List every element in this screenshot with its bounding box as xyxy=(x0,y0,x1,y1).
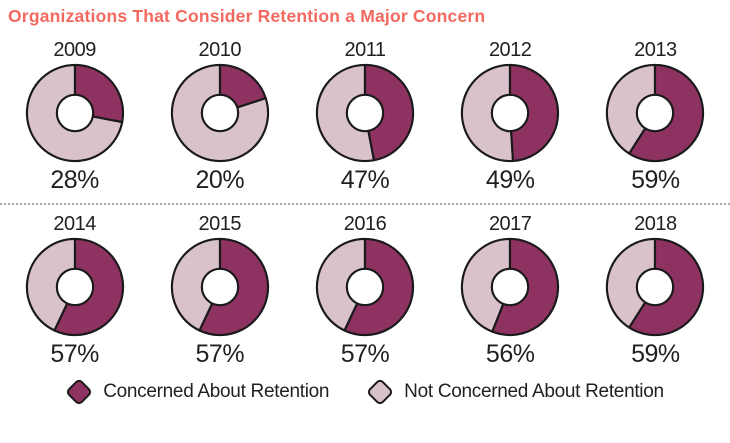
donut-cell-2009: 2009 28% xyxy=(2,38,147,195)
donut-cell-2012: 2012 49% xyxy=(438,38,583,195)
year-label: 2011 xyxy=(344,39,386,61)
donut-hole xyxy=(200,93,240,133)
percent-label: 59% xyxy=(631,340,680,368)
donut-hole xyxy=(200,267,240,307)
year-label: 2010 xyxy=(198,39,242,61)
donut-cell-2014: 2014 57% xyxy=(2,212,147,369)
year-label: 2018 xyxy=(634,213,677,235)
donut-chart-2016 xyxy=(315,237,415,337)
percent-label: 28% xyxy=(50,166,99,194)
donut-chart-2011 xyxy=(315,63,415,163)
year-label: 2013 xyxy=(634,39,677,61)
page-title: Organizations That Consider Retention a … xyxy=(8,6,486,26)
concerned-slice xyxy=(509,63,560,163)
legend-item-concerned: Concerned About Retention xyxy=(65,377,330,407)
year-label: 2016 xyxy=(343,213,387,235)
donut-hole xyxy=(55,93,94,133)
not-concerned-slice xyxy=(170,237,221,332)
concerned-slice xyxy=(363,63,415,162)
donut-cell-2010: 2010 20% xyxy=(147,38,292,195)
donut-hole xyxy=(490,93,530,133)
donut-hole xyxy=(636,93,675,133)
donut-cell-2015: 2015 57% xyxy=(147,212,292,369)
donut-row-bottom: 2014 57% 2015 57% 2016 57% 2017 56% 2018 59% xyxy=(0,212,730,369)
year-label: 2015 xyxy=(198,213,242,235)
year-label: 2009 xyxy=(53,39,96,61)
percent-label: 47% xyxy=(340,166,390,194)
legend-label-not-concerned: Not Concerned About Retention xyxy=(404,381,664,402)
donut-chart-2012 xyxy=(461,63,560,163)
not-concerned-slice xyxy=(315,237,367,332)
donut-cell-2018: 2018 59% xyxy=(583,212,728,369)
concerned-swatch-icon xyxy=(65,377,94,407)
donut-row-top: 2009 28% 2010 20% 2011 47% 2012 49% 2013 59% xyxy=(0,38,730,195)
donut-chart-2017 xyxy=(461,237,560,337)
donut-chart-2010 xyxy=(170,63,269,163)
percent-label: 56% xyxy=(485,340,535,368)
not-concerned-slice xyxy=(461,63,515,163)
not-concerned-slice xyxy=(461,237,512,333)
donut-cell-2013: 2013 59% xyxy=(583,38,728,195)
not-concerned-slice xyxy=(315,63,376,163)
donut-cell-2016: 2016 57% xyxy=(292,212,437,369)
not-concerned-slice xyxy=(25,237,76,332)
donut-cell-2011: 2011 47% xyxy=(292,38,437,195)
legend-item-not-concerned: Not Concerned About Retention xyxy=(366,377,664,407)
donut-hole xyxy=(636,267,675,307)
donut-hole xyxy=(345,267,385,307)
row-divider xyxy=(0,203,730,205)
percent-label: 59% xyxy=(631,166,680,194)
donut-cell-2017: 2017 56% xyxy=(438,212,583,369)
donut-chart-2018 xyxy=(606,237,705,337)
percent-label: 57% xyxy=(195,340,245,368)
year-label: 2014 xyxy=(53,213,96,235)
chart-legend: Concerned About Retention Not Concerned … xyxy=(0,377,730,407)
year-label: 2017 xyxy=(488,213,532,235)
donut-chart-2013 xyxy=(606,63,705,163)
not-concerned-swatch-icon xyxy=(366,377,395,407)
percent-label: 49% xyxy=(485,166,535,194)
percent-label: 57% xyxy=(340,340,390,368)
donut-hole xyxy=(55,267,94,307)
year-label: 2012 xyxy=(488,39,532,61)
donut-hole xyxy=(345,93,385,133)
donut-chart-2014 xyxy=(25,237,124,337)
donut-chart-2015 xyxy=(170,237,269,337)
donut-chart-grid: 2009 28% 2010 20% 2011 47% 2012 49% 2013 59% 2014… xyxy=(0,38,730,369)
legend-label-concerned: Concerned About Retention xyxy=(103,381,330,402)
percent-label: 57% xyxy=(50,340,99,368)
donut-chart-2009 xyxy=(25,63,124,163)
percent-label: 20% xyxy=(195,166,245,194)
donut-hole xyxy=(490,267,530,307)
